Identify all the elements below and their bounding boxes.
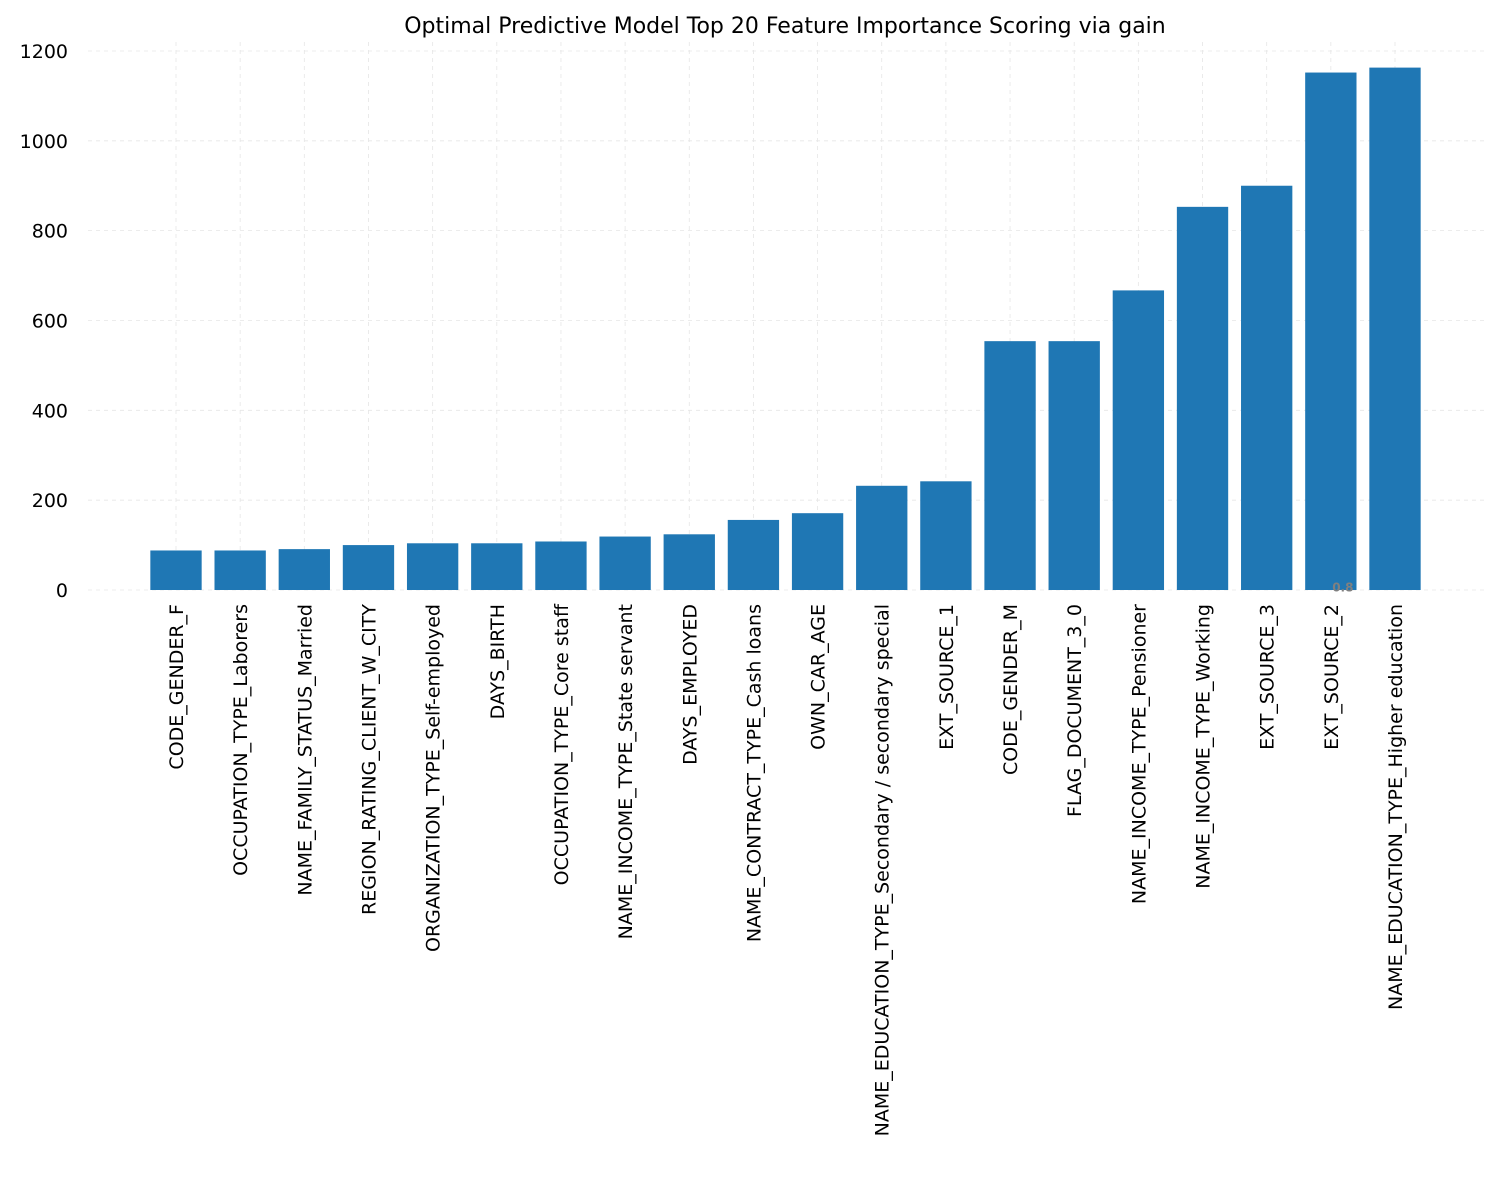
x-tick-label: EXT_SOURCE_2 <box>1321 604 1343 750</box>
x-tick-label: NAME_INCOME_TYPE_State servant <box>615 604 637 939</box>
y-tick-label: 600 <box>32 310 68 332</box>
bar <box>342 545 395 590</box>
x-tick-label: REGION_RATING_CLIENT_W_CITY <box>358 604 380 915</box>
annotations: 0.8 <box>1332 581 1353 595</box>
x-tick-label: FLAG_DOCUMENT_3_0 <box>1064 604 1086 817</box>
x-tick-label: OCCUPATION_TYPE_Laborers <box>230 604 252 876</box>
bar <box>663 534 715 590</box>
bar <box>599 536 651 590</box>
x-tick-label: CODE_GENDER_F <box>166 604 188 770</box>
x-tick-label: DAYS_BIRTH <box>487 604 509 719</box>
x-tick-label: DAYS_EMPLOYED <box>679 604 701 765</box>
x-tick-label: NAME_INCOME_TYPE_Pensioner <box>1128 604 1150 904</box>
x-tick-label: NAME_CONTRACT_TYPE_Cash loans <box>743 604 765 942</box>
bar <box>535 541 587 590</box>
bar <box>984 341 1036 590</box>
y-tick-label: 200 <box>32 490 68 512</box>
x-tick-label: CODE_GENDER_M <box>1000 604 1022 775</box>
x-tick-label: EXT_SOURCE_3 <box>1257 604 1279 750</box>
chart-title: Optimal Predictive Model Top 20 Feature … <box>404 14 1166 39</box>
bar <box>1176 206 1229 590</box>
x-tick-label: NAME_EDUCATION_TYPE_Higher education <box>1385 604 1407 1010</box>
bar <box>1048 341 1100 590</box>
bar <box>1112 290 1165 590</box>
x-tick-label: EXT_SOURCE_1 <box>936 604 958 750</box>
bar <box>214 550 266 590</box>
y-tick-label: 1000 <box>20 131 68 153</box>
x-tick-label: NAME_FAMILY_STATUS_Married <box>294 604 316 896</box>
x-axis: CODE_GENDER_F OCCUPATION_TYPE_Laborers NAM… <box>166 603 1407 1136</box>
x-tick-label: NAME_INCOME_TYPE_Working <box>1193 604 1215 889</box>
y-axis: 0 200 400 600 800 1000 1200 <box>20 41 68 602</box>
bar <box>1305 72 1357 591</box>
bar <box>727 519 780 590</box>
bar <box>278 549 330 590</box>
x-tick-label: OCCUPATION_TYPE_Core staff <box>551 603 573 885</box>
bar <box>1241 185 1293 590</box>
y-tick-label: 0 <box>56 580 68 602</box>
y-tick-label: 400 <box>32 400 68 422</box>
x-tick-label: NAME_EDUCATION_TYPE_Secondary / secondar… <box>872 604 894 1136</box>
bar <box>406 543 459 590</box>
bar <box>791 513 844 590</box>
bars <box>150 67 1421 591</box>
x-tick-label: ORGANIZATION_TYPE_Self-employed <box>423 604 445 952</box>
bar <box>471 543 523 590</box>
y-tick-label: 800 <box>32 221 68 243</box>
y-tick-label: 1200 <box>20 41 68 63</box>
bar <box>150 550 202 590</box>
annotation-label: 0.8 <box>1332 581 1353 595</box>
bar <box>1369 67 1421 591</box>
bar <box>856 485 908 590</box>
x-tick-label: OWN_CAR_AGE <box>808 604 830 750</box>
bar <box>920 481 972 590</box>
